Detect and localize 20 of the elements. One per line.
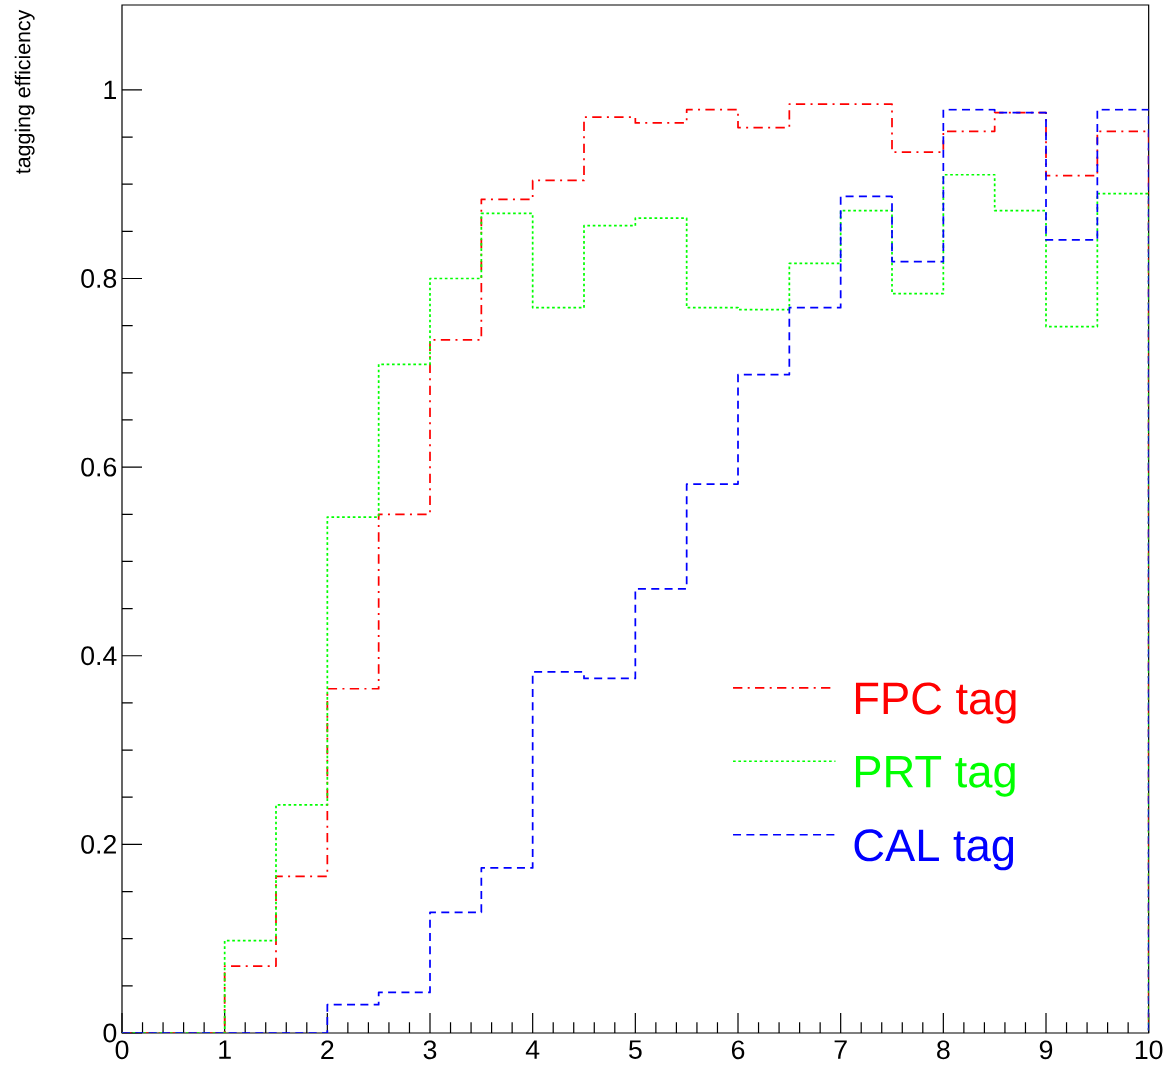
y-tick-label: 0.4 <box>81 646 117 666</box>
x-tick-label: 9 <box>1039 1040 1053 1060</box>
y-tick-label: 0.6 <box>81 457 117 477</box>
y-tick-label: 1 <box>104 80 116 100</box>
x-tick-label: 1 <box>219 1040 231 1059</box>
legend-label: PRT tag <box>855 756 1015 797</box>
x-tick-label: 8 <box>937 1040 950 1060</box>
legend-label: CAL tag <box>854 829 1014 871</box>
x-tick-label: 7 <box>834 1040 847 1059</box>
x-tick-label: 5 <box>628 1040 642 1059</box>
x-tick-label: 4 <box>525 1040 540 1059</box>
x-tick-label: 6 <box>731 1040 745 1060</box>
x-tick-label: 3 <box>423 1040 437 1060</box>
x-tick-label: 2 <box>321 1040 334 1059</box>
y-tick-label: 0.2 <box>81 834 116 854</box>
y-tick-label: 0 <box>103 1023 117 1043</box>
y-tick-label: 0.8 <box>81 269 117 288</box>
legend-label: FPC tag <box>855 682 1016 724</box>
y-axis-title: tagging efficiency <box>14 9 35 174</box>
x-tick-label: 10 <box>1135 1040 1163 1060</box>
